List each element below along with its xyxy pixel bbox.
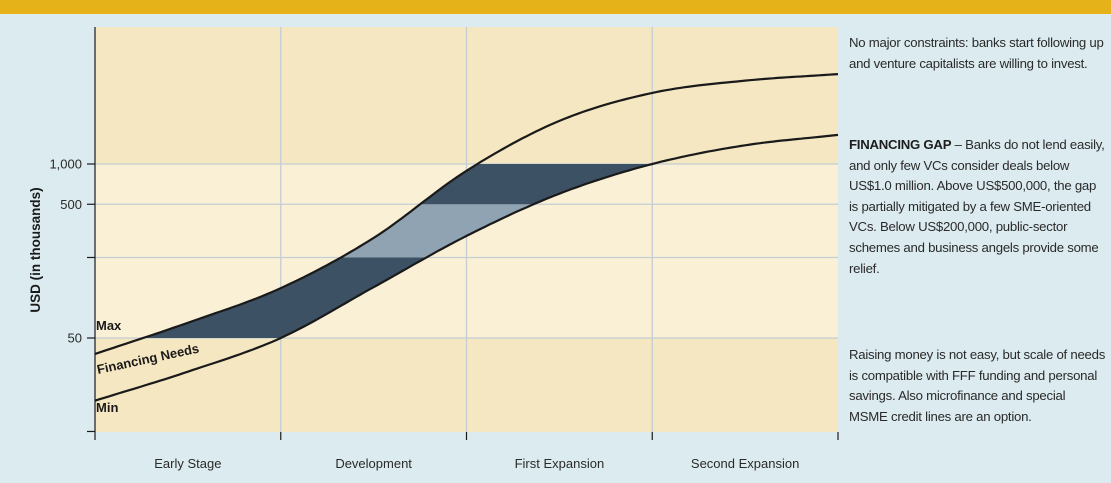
min-curve (94, 133, 839, 402)
financing-gap-heading: FINANCING GAP (849, 137, 952, 152)
financing-curves (94, 73, 839, 402)
max-label: Max (96, 318, 122, 333)
x-category-label-1: Development (335, 456, 412, 471)
note-early-funding: Raising money is not easy, but scale of … (849, 347, 1106, 424)
chart-grid (95, 27, 838, 432)
y-tick-label-0: 1,000 (49, 157, 82, 172)
x-category-label-3: Second Expansion (691, 456, 799, 471)
max-curve (94, 73, 839, 355)
financing-gap-text: – Banks do not lend easily, and only few… (849, 137, 1105, 276)
y-tick-label-3: 50 (68, 331, 82, 346)
chart-axes: 1,000 500 50 Early Stage Development First Ex… (49, 27, 839, 471)
note-financing-gap: FINANCING GAP – Banks do not lend easily… (849, 135, 1107, 279)
min-label: Min (96, 400, 118, 415)
financing-gap-chart: 1,000 500 50 Early Stage Development First Ex… (28, 27, 839, 471)
x-category-label-0: Early Stage (154, 456, 221, 471)
note-no-constraints: No major constraints: banks start follow… (849, 35, 1104, 71)
x-category-label-2: First Expansion (515, 456, 605, 471)
y-axis-label: USD (in thousands) (28, 187, 43, 312)
top-accent-bar (0, 0, 1111, 14)
y-tick-label-1: 500 (60, 197, 82, 212)
